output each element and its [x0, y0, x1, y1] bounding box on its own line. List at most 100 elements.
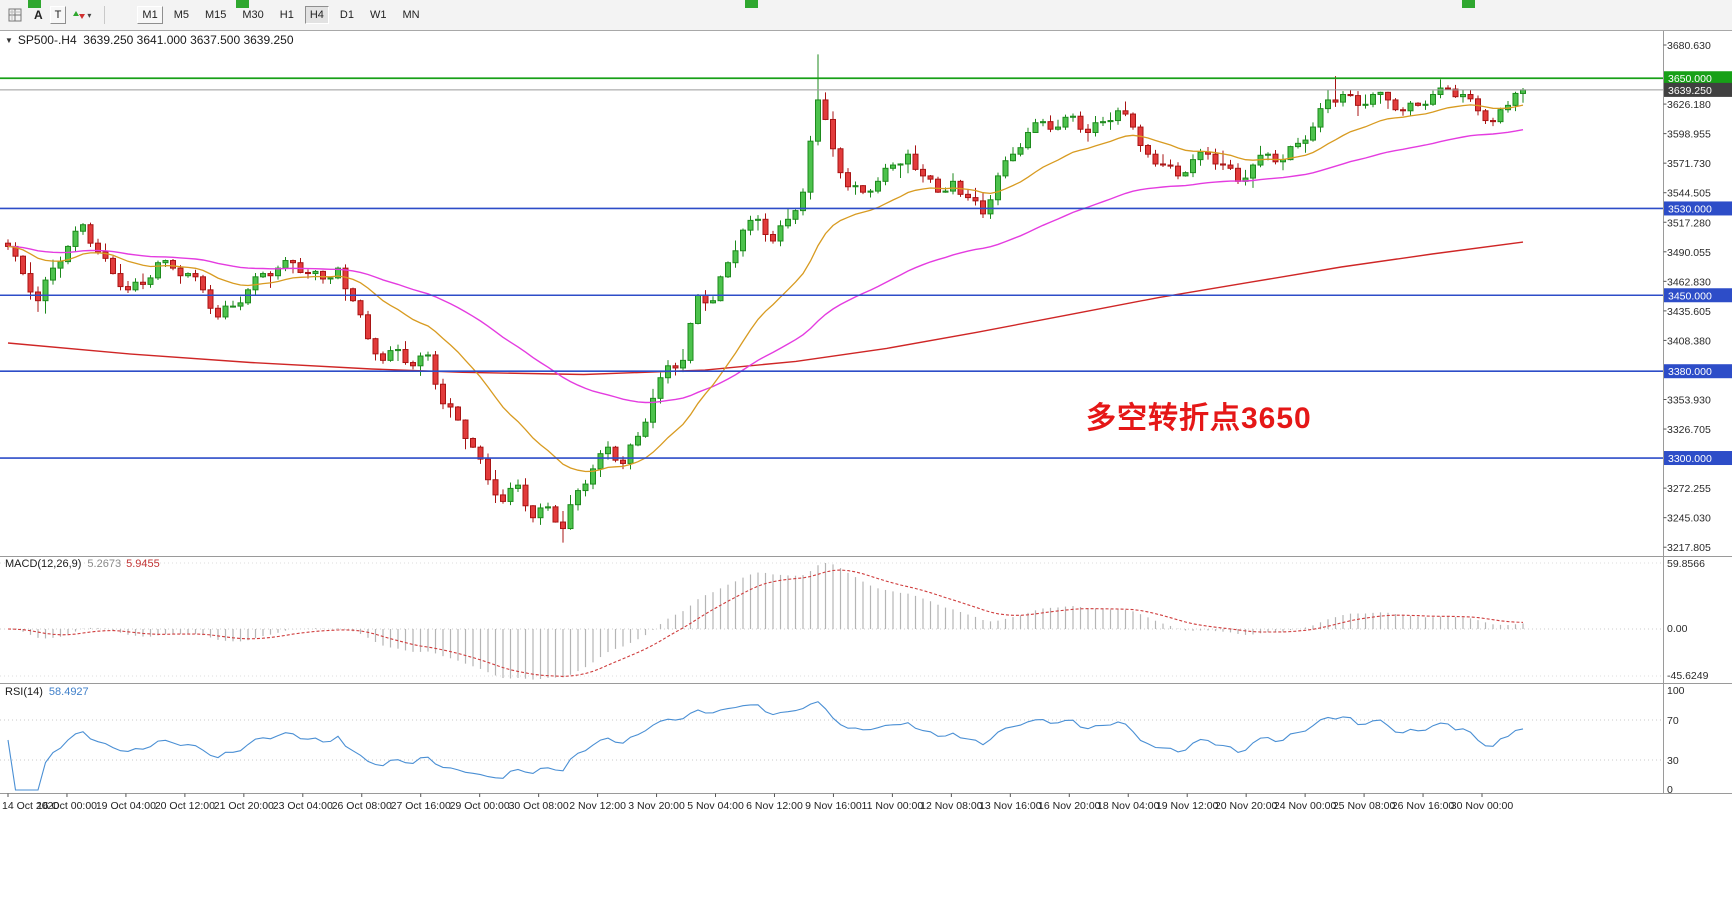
candle: [1040, 121, 1046, 124]
price-tick-label: 3272.255: [1667, 483, 1711, 495]
candle: [950, 180, 956, 192]
candle: [42, 279, 49, 302]
rsi-pane[interactable]: [0, 701, 1664, 791]
candle: [170, 260, 176, 269]
price-level-label-box: [1664, 71, 1732, 86]
candle: [597, 453, 604, 470]
candle: [1152, 153, 1159, 165]
macd-indicator-label: MACD(12,26,9) 5.2673 5.9455: [5, 558, 160, 570]
candle: [1325, 99, 1331, 110]
candle: [500, 494, 506, 502]
candle: [245, 289, 251, 304]
candle: [800, 191, 806, 212]
arrows-tool-button[interactable]: ▾: [68, 6, 96, 24]
candle: [987, 199, 994, 215]
candle: [1512, 92, 1519, 106]
price-tick-label: 3408.380: [1667, 335, 1711, 347]
candle: [110, 257, 116, 275]
candle: [860, 185, 866, 193]
candle: [762, 218, 769, 235]
candle: [890, 164, 896, 169]
candle: [357, 300, 364, 316]
timeframe-h1-button[interactable]: H1: [279, 9, 294, 21]
macd-signal-line: [7, 569, 1524, 677]
candle: [65, 245, 71, 263]
candle: [995, 175, 1001, 201]
candle: [605, 446, 611, 455]
text-label-tool-button[interactable]: A: [34, 8, 43, 22]
price-level-label: 3530.000: [1668, 203, 1712, 215]
timeframe-m5-button[interactable]: M5: [173, 9, 189, 21]
candle: [1445, 87, 1451, 90]
candle: [1077, 115, 1084, 130]
candle: [1175, 165, 1181, 177]
macd-pane[interactable]: [0, 562, 1664, 680]
candle: [642, 421, 649, 437]
main-chart-layer[interactable]: [5, 54, 1526, 543]
rsi-axis-label: 30: [1667, 755, 1679, 767]
candle: [1415, 102, 1421, 106]
candle: [372, 338, 379, 355]
price-level-label: 3380.000: [1668, 366, 1712, 378]
candle: [1452, 88, 1459, 98]
candle: [1160, 163, 1166, 166]
candle: [402, 349, 409, 364]
candle: [395, 349, 401, 352]
rsi-value: 58.4927: [48, 686, 89, 698]
candle: [1377, 91, 1384, 96]
candle: [747, 219, 754, 231]
candle: [1250, 164, 1256, 179]
time-axis-label: 13 Nov 16:00: [979, 800, 1042, 812]
current-price-label-box: [1664, 82, 1732, 97]
text-tool-button[interactable]: T: [49, 6, 67, 24]
timeframe-d1-button[interactable]: D1: [339, 9, 354, 21]
candle: [537, 507, 544, 519]
crosshair-tool-button[interactable]: [3, 6, 27, 24]
candle: [117, 273, 124, 288]
chart-title: ▼ SP500-.H4 3639.250 3641.000 3637.500 36…: [5, 33, 294, 47]
candle: [680, 359, 686, 369]
candle: [252, 276, 259, 291]
candle: [447, 403, 454, 408]
candle: [702, 294, 709, 304]
candle: [1017, 147, 1024, 155]
time-axis-label: 30 Nov 00:00: [1451, 800, 1514, 812]
macd-histogram: [14, 563, 1524, 680]
price-level-label-box: [1664, 201, 1732, 216]
candle: [1385, 91, 1391, 101]
candle: [222, 305, 229, 318]
timeframe-h4-button[interactable]: H4: [304, 6, 329, 24]
level-lines-layer[interactable]: [0, 77, 1664, 459]
macd-axis-label: -45.6249: [1667, 670, 1709, 682]
candle: [1400, 109, 1406, 112]
collapse-triangle-icon[interactable]: ▼: [5, 36, 13, 45]
candle: [417, 355, 424, 367]
candle: [1467, 94, 1474, 100]
candle: [927, 175, 934, 180]
chart-text-annotation[interactable]: 多空转折点3650: [1086, 402, 1312, 435]
candle: [740, 229, 746, 252]
timeframe-w1-button[interactable]: W1: [369, 9, 387, 21]
candle: [1430, 94, 1436, 105]
timeframe-toolbar: M1 M5 M15 M30 H1 H4 D1 W1 MN: [137, 6, 430, 24]
timeframe-m30-button[interactable]: M30: [242, 9, 264, 21]
time-axis-label: 12 Nov 08:00: [920, 800, 983, 812]
price-axis[interactable]: 3680.630 3626.180 3598.955 3571.730 3544.505…: [1663, 40, 1732, 796]
candle: [687, 322, 694, 361]
candle: [230, 305, 236, 308]
timeframe-m1-button[interactable]: M1: [137, 6, 163, 24]
toolbar: A T ▾ M1 M5 M15 M30 H1 H4 D1 W1 MN: [0, 0, 1732, 31]
candle: [1002, 160, 1009, 177]
candle: [837, 148, 844, 174]
price-level-label: 3650.000: [1668, 73, 1712, 85]
ma-fast-line: [7, 104, 1524, 473]
timeframe-mn-button[interactable]: MN: [402, 9, 420, 21]
price-tick-label: 3462.830: [1667, 276, 1711, 288]
rsi-axis-label: 100: [1667, 685, 1685, 697]
candle: [470, 437, 476, 448]
timeframe-m15-button[interactable]: M15: [204, 9, 227, 21]
candle: [312, 270, 319, 275]
candle: [192, 273, 199, 278]
